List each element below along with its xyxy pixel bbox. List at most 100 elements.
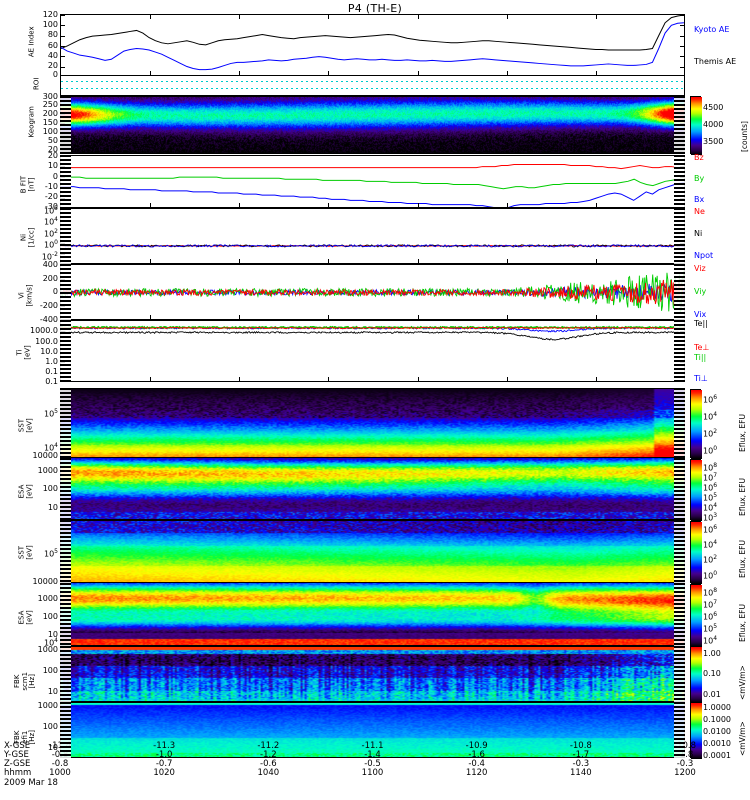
keo-ytick-6: 20 [47,145,58,154]
axis-tick-hhmm-4: 1120 [465,768,488,778]
legend-ni: Ni [694,229,703,238]
fbk-scm-colorbar [690,646,702,703]
panel-esa-ion [60,583,685,646]
axis-tick-y-gse-2: -1.2 [260,750,277,760]
axis-tick-hhmm-5: 1140 [570,768,592,778]
axis-tick-z-gse-5: -0.3 [572,759,590,769]
esai-cb-tick-2: 106 [703,611,718,622]
panel-ae-index [60,14,685,76]
fbk2-ytick-0: 1000 [37,701,58,710]
fbk-scm-axis-title: FBK scm1 [Hz] [12,671,36,691]
ae-ytick-1: 100 [42,20,58,29]
esae-ytick-0: 10000 [32,451,58,460]
velocity-traces [61,270,684,313]
panel-temperature [60,320,685,382]
sste-ytick-0: 105 [43,408,58,419]
ssti-cb-tick-3: 100 [703,570,718,581]
keo-ytick-2: 200 [42,109,58,118]
axis-tick-ladder [674,702,685,758]
axis-tick-z-gse-6: -0.3 [676,759,694,769]
ssti-cb-tick-2: 102 [703,554,718,565]
axis-tick-hhmm-1: 1020 [153,768,175,778]
axis-tick-ladder [674,320,685,382]
esae-cb-tick-3: 105 [703,492,718,503]
axis-tick-hhmm-6: 1200 [674,768,696,778]
axis-tick-x-gse-4: -10.9 [465,741,488,751]
axis-tick-ladder [60,264,71,320]
keogram-cb-tick-1: 4000 [703,120,724,129]
vi-ytick-3: -200 [39,301,58,310]
fbk2-cb-tick-4: 0.0001 [703,751,731,760]
ssti-ytick-0: 105 [43,548,58,559]
esai-cb-unit: Eflux, EFU [738,604,747,642]
panel-ni-density [60,208,685,264]
keogram-colorbar [690,96,702,155]
legend-ti-par: Ti|| [694,353,707,362]
axis-tick-hhmm-3: 1100 [361,768,384,778]
esa-electron-colorbar [690,459,702,521]
fbk2-cb-tick-0: 1.0000 [703,703,731,712]
axis-tick-ladder [60,388,71,458]
axis-tick-z-gse-2: -0.6 [260,759,277,769]
legend-vix: Vix [694,310,707,319]
axis-tick-ladder [60,208,71,264]
keo-ytick-4: 100 [42,127,58,136]
sste-cb-tick-3: 100 [703,445,718,456]
keo-ytick-1: 250 [42,100,58,109]
fbk1-cb-tick-2: 0.01 [703,690,721,699]
fbk1-ytick-1: 100 [42,666,58,675]
esae-cb-tick-4: 104 [703,502,718,513]
fbk2-cb-tick-1: 0.1000 [703,715,731,724]
legend-ti-perp: Ti⊥ [694,374,708,383]
legend-kyoto-ae: Kyoto AE [694,25,730,34]
esai-cb-tick-1: 107 [703,599,718,610]
axis-date-label: 2009 Mar 18 [4,778,58,788]
ae-ytick-0: 120 [42,10,58,19]
legend-npot: Npot [694,251,714,260]
sste-cb-unit: Eflux, EFU [738,414,747,452]
bfit-ytick-2: 0 [52,171,58,181]
axis-tick-x-gse-2: -11.2 [257,741,280,751]
axis-tick-ladder [674,388,685,458]
axis-tick-ladder [60,458,71,520]
axis-tick-x-gse-6: -10.8 [674,741,696,751]
legend-te-par: Te|| [694,319,708,328]
bfit-ytick-4: -20 [44,192,58,201]
fbk2-cb-tick-2: 0.0100 [703,727,731,736]
bfit-ytick-1: 10 [47,161,58,170]
ni-ytick-3: 100 [43,239,58,250]
bfit-ytick-5: -30 [44,202,58,211]
panel-fbk-scm [60,646,685,702]
axis-tick-x-gse-1: -11.3 [153,741,176,751]
ti-ytick-5: 0.1 [45,367,58,376]
sste-cb-tick-2: 102 [703,428,718,439]
axis-row-label-x-gse: X-GSE [4,741,31,751]
axis-tick-ladder [674,520,685,583]
axis-tick-ladder [60,320,71,382]
bfit-ytick-0: 20 [47,151,58,160]
ae-ytick-2: 80 [47,30,58,39]
keo-ytick-0: 300 [42,92,58,101]
axis-tick-z-gse-3: -0.5 [364,759,381,769]
keogram-cb-unit: [counts] [740,121,749,152]
panel-esa-electron [60,458,685,520]
vi-ytick-1: 200 [42,274,58,283]
esai-ytick-1: 1000 [37,594,58,603]
esae-cb-tick-1: 107 [703,472,718,483]
b-fit-traces [61,163,684,207]
legend-te-perp: Te⊥ [694,343,710,352]
axis-tick-ladder [60,646,71,702]
axis-tick-ladder [60,702,71,758]
panel-sst-electron [60,388,685,458]
fbk2-cb-unit: <mV/m> [738,721,747,756]
esai-ytick-0: 10000 [32,577,58,586]
axis-tick-ladder [60,520,71,583]
vi-ytick-0: 400 [42,260,58,269]
ssti-cb-tick-1: 104 [703,539,718,550]
ae-ytick-6: 0 [52,70,58,79]
fbk1-cb-tick-1: 0.10 [703,669,721,678]
axis-row-label-hhmm: hhmm [4,768,32,778]
ti-ytick-1: 1000.0 [30,326,58,335]
ti-ytick-6: 0.1 [45,377,58,386]
